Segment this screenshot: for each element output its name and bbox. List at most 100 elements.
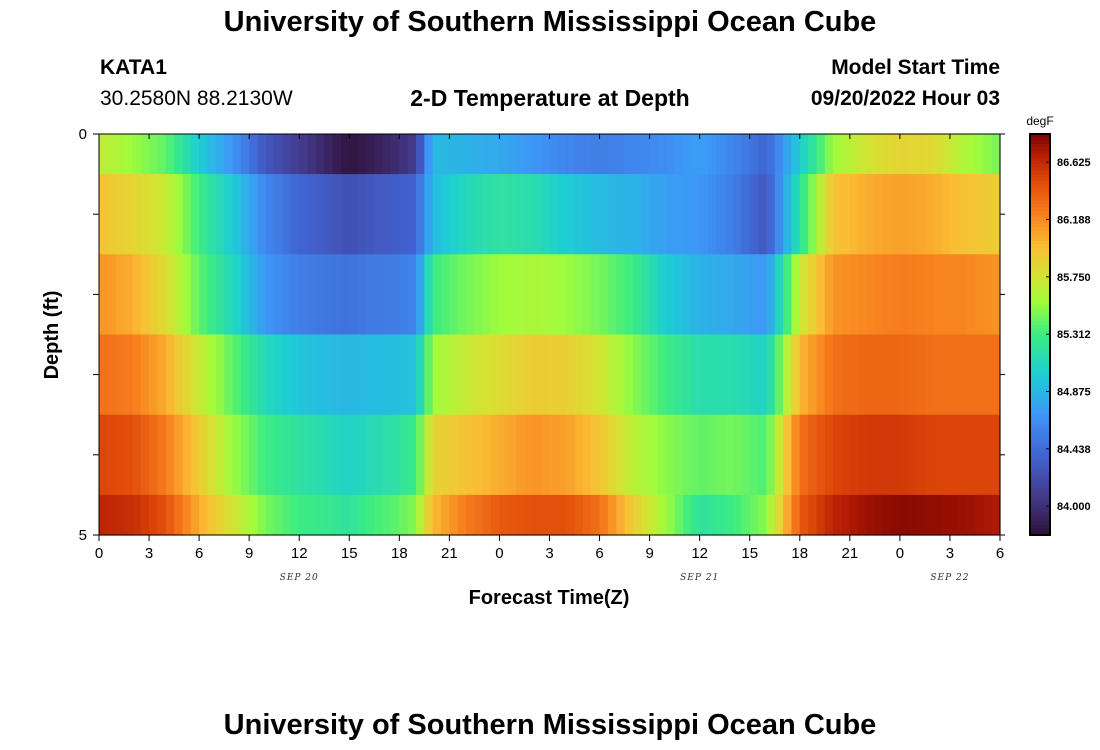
- heatmap-cell: [441, 134, 450, 175]
- heatmap-cell: [290, 494, 300, 536]
- heatmap-cell: [874, 334, 884, 416]
- heatmap-cell: [908, 414, 918, 496]
- heatmap-cell: [432, 494, 442, 536]
- heatmap-cell: [641, 494, 651, 536]
- heatmap-cell: [424, 494, 434, 536]
- heatmap-cell: [149, 334, 158, 416]
- heatmap-cell: [666, 174, 676, 255]
- y-axis-label: Depth (ft): [41, 291, 63, 380]
- heatmap-cell: [624, 494, 634, 536]
- heatmap-cell: [883, 334, 893, 416]
- heatmap-cell: [983, 254, 993, 336]
- heatmap-cell: [966, 254, 976, 336]
- heatmap-cell: [349, 414, 359, 496]
- heatmap-cell: [624, 174, 634, 255]
- heatmap-cell: [883, 494, 893, 536]
- colorbar-swatch: [1030, 474, 1050, 479]
- colorbar-swatch: [1030, 167, 1050, 172]
- heatmap-cell: [190, 334, 200, 416]
- heatmap-cell: [424, 174, 434, 255]
- colorbar-swatch: [1030, 531, 1050, 536]
- heatmap-cell: [766, 254, 776, 336]
- heatmap-cell: [983, 174, 993, 255]
- heatmap-cell: [307, 134, 317, 175]
- heatmap-cell: [190, 414, 200, 496]
- colorbar-swatch: [1030, 414, 1050, 419]
- heatmap-cell: [249, 254, 259, 336]
- heatmap-cell: [332, 334, 342, 416]
- heatmap-cell: [541, 174, 551, 255]
- heatmap-cell: [474, 174, 484, 255]
- x-tick-label: 0: [495, 545, 503, 562]
- x-tick-label: 9: [245, 545, 253, 562]
- colorbar-swatch: [1030, 521, 1050, 526]
- heatmap-cell: [282, 174, 292, 255]
- heatmap-cell: [182, 494, 192, 536]
- colorbar-tick-label: 86.625: [1057, 157, 1091, 169]
- heatmap-cell: [566, 134, 576, 175]
- heatmap-cell: [115, 334, 125, 416]
- heatmap-cell: [349, 494, 359, 536]
- heatmap-cell: [215, 174, 225, 255]
- heatmap-cell: [632, 334, 642, 416]
- heatmap-cell: [849, 174, 859, 255]
- heatmap-cell: [182, 414, 192, 496]
- heatmap-cell: [799, 494, 809, 536]
- heatmap-cell: [866, 134, 876, 175]
- heatmap-cell: [140, 494, 150, 536]
- colorbar-swatch: [1030, 327, 1050, 332]
- heatmap-cell: [758, 334, 767, 416]
- heatmap-cell: [908, 254, 918, 336]
- heatmap-cell: [349, 334, 359, 416]
- heatmap-cell: [157, 494, 167, 536]
- heatmap-cell: [591, 494, 601, 536]
- heatmap-cell: [541, 334, 551, 416]
- heatmap-cell: [716, 414, 726, 496]
- heatmap-cell: [883, 414, 893, 496]
- heatmap-cell: [599, 334, 609, 416]
- heatmap-cell: [566, 174, 576, 255]
- heatmap-cell: [232, 134, 242, 175]
- heatmap-cell: [649, 334, 659, 416]
- heatmap-cell: [791, 174, 801, 255]
- heatmap-cell: [916, 174, 926, 255]
- colorbar-swatch: [1030, 240, 1050, 245]
- colorbar-swatch: [1030, 264, 1050, 269]
- heatmap-cell: [516, 494, 526, 536]
- heatmap-cell: [190, 174, 200, 255]
- heatmap-cell: [265, 494, 275, 536]
- heatmap-cell: [140, 334, 150, 416]
- colorbar-swatch: [1030, 377, 1050, 382]
- heatmap-cell: [899, 134, 909, 175]
- heatmap-cell: [482, 334, 492, 416]
- heatmap-cell: [482, 414, 492, 496]
- heatmap-cell: [858, 254, 868, 336]
- heatmap-cell: [674, 414, 684, 496]
- heatmap-cell: [449, 414, 459, 496]
- heatmap-cell: [858, 414, 868, 496]
- colorbar-swatch: [1030, 250, 1050, 255]
- heatmap-cell: [774, 494, 784, 536]
- heatmap-cell: [924, 414, 934, 496]
- heatmap-cell: [274, 414, 284, 496]
- colorbar-swatch: [1030, 160, 1050, 165]
- heatmap-cell: [974, 414, 984, 496]
- heatmap-cell: [265, 174, 275, 255]
- heatmap-cell: [741, 134, 751, 175]
- heatmap-cell: [357, 174, 367, 255]
- colorbar-swatch: [1030, 187, 1050, 192]
- heatmap-cell: [132, 414, 142, 496]
- heatmap-cell: [733, 414, 742, 496]
- heatmap-cell: [741, 414, 751, 496]
- colorbar-swatch: [1030, 207, 1050, 212]
- heatmap-cell: [357, 254, 367, 336]
- heatmap-cell: [299, 134, 309, 175]
- heatmap-cell: [833, 254, 843, 336]
- heatmap-cell: [407, 414, 417, 496]
- heatmap-cell: [432, 134, 442, 175]
- heatmap-cell: [549, 134, 559, 175]
- heatmap-chart: 0 3 6 9 12 15 18 21 0 3 6 9 12 15 18 21 0 3 6 SEP 20 SEP 21 S…: [41, 114, 1091, 609]
- heatmap-cell: [107, 334, 117, 416]
- heatmap-cell: [449, 174, 459, 255]
- heatmap-cell: [357, 494, 367, 536]
